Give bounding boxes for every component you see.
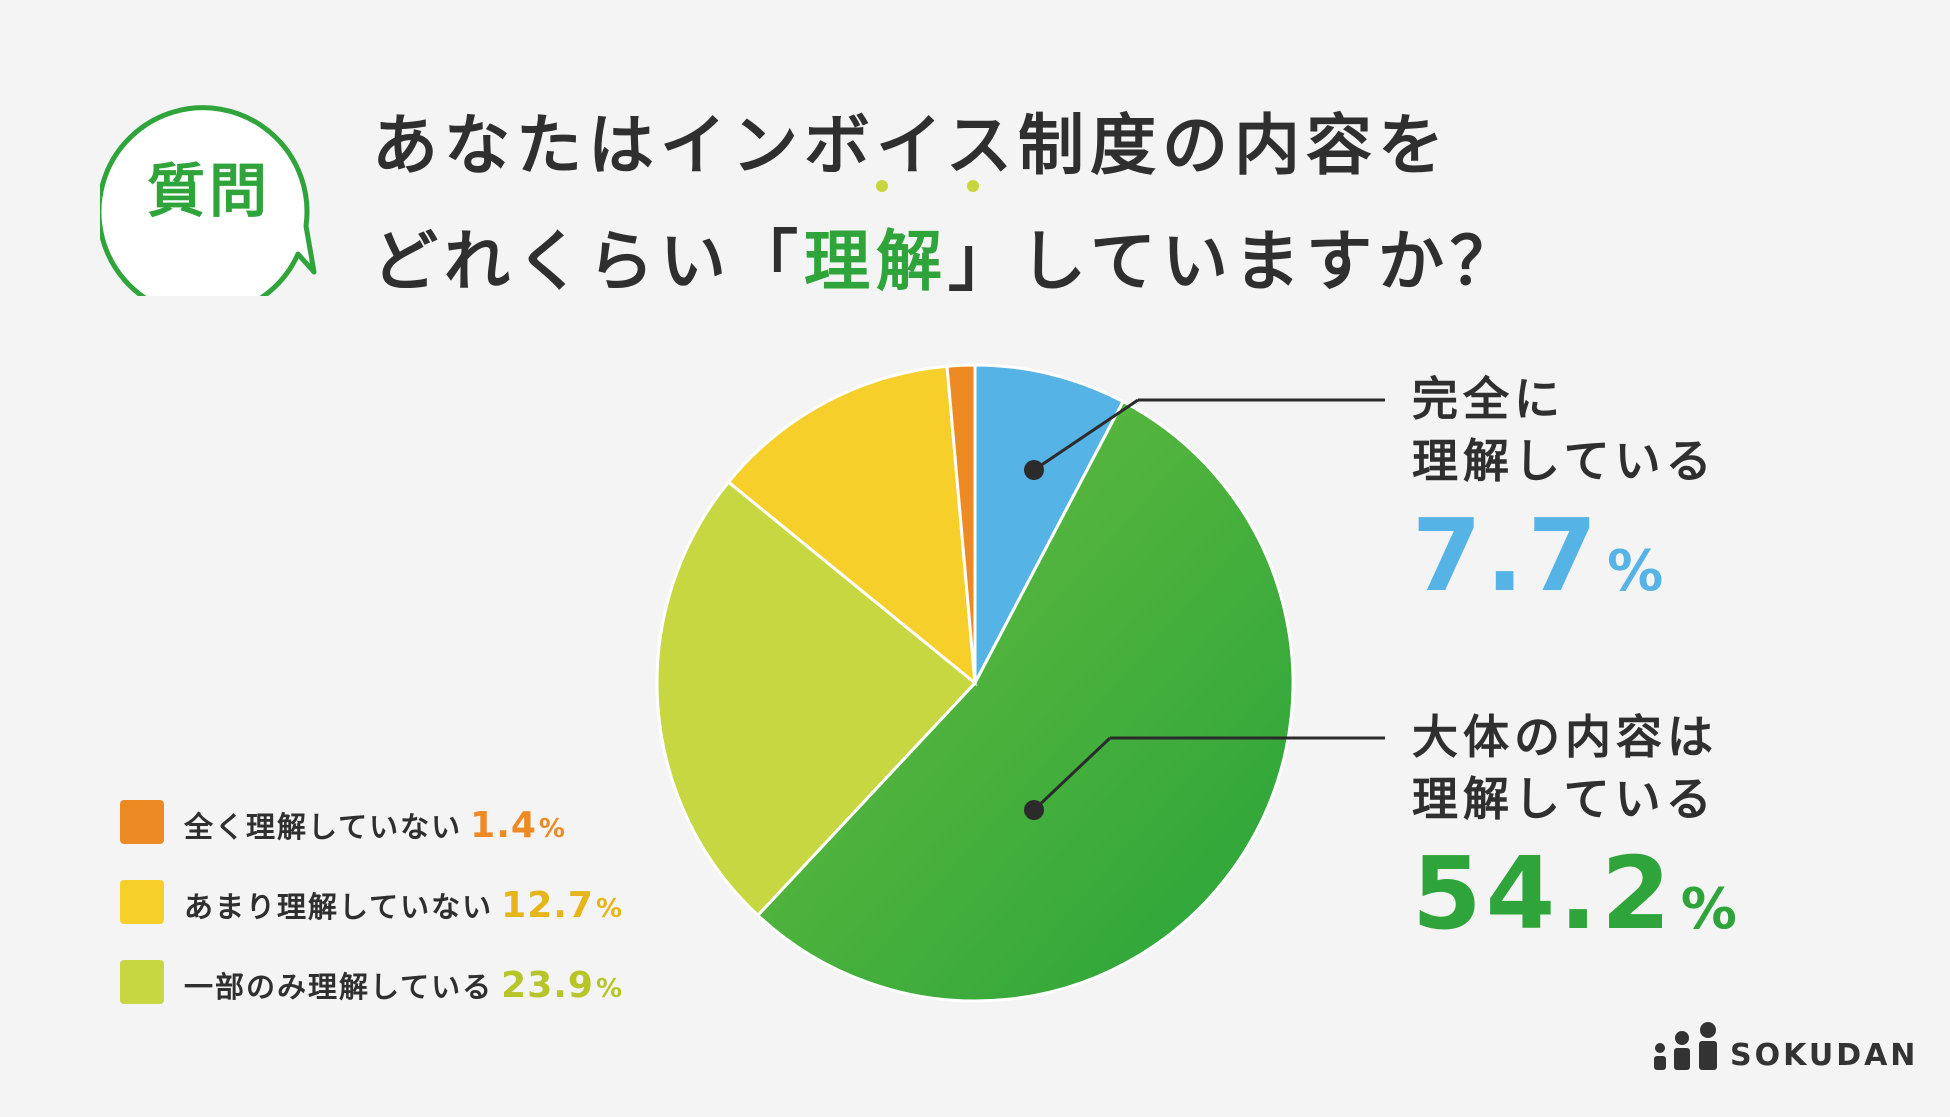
callout-full: 完全に 理解している 7.7%	[1412, 368, 1717, 606]
callout-full-line1: 完全に	[1412, 372, 1565, 426]
callout-mostly: 大体の内容は 理解している 54.2%	[1412, 706, 1737, 944]
pie-slice	[726, 364, 977, 687]
leader-dot-mostly	[1024, 800, 1044, 820]
chart-title-line-2: どれくらい「理解」していますか？	[372, 208, 1772, 304]
title-text-after: 」していますか？	[948, 223, 1523, 300]
callout-full-value: 7.7	[1412, 497, 1602, 614]
leader-line-mostly	[1032, 736, 1112, 812]
speech-bubble-icon	[100, 105, 317, 296]
leader-line-full	[1033, 398, 1139, 472]
legend-swatch	[120, 960, 164, 1004]
emphasis-dot	[876, 180, 888, 192]
logo-text: SOKUDAN	[1730, 1038, 1919, 1073]
legend-value-unit: %	[595, 974, 624, 1004]
pie-slice	[755, 399, 1295, 1003]
legend-value: 1.4%	[470, 805, 566, 846]
people-icon	[1654, 1022, 1717, 1070]
legend-label: 全く理解していない	[184, 810, 463, 844]
pie-slice	[655, 479, 978, 918]
legend-value-number: 1.4	[470, 805, 537, 846]
callout-full-percentage: 7.7%	[1412, 506, 1717, 606]
emphasis-dot	[967, 180, 979, 192]
legend-value-unit: %	[538, 814, 566, 844]
callout-mostly-percentage: 54.2%	[1412, 844, 1737, 944]
question-badge: 質問	[100, 68, 320, 296]
callout-mostly-line2: 理解している	[1412, 772, 1717, 826]
legend-label: 一部のみ理解している	[184, 970, 494, 1004]
chart-title-line-1: あなたはインボイス制度の内容を	[372, 107, 1451, 184]
callout-mostly-value: 54.2	[1412, 835, 1675, 952]
title-text-before: どれくらい「	[372, 223, 804, 300]
badge-label: 質問	[146, 157, 271, 225]
legend-swatch	[120, 800, 164, 844]
legend-value-number: 23.9	[501, 965, 594, 1006]
legend-value-number: 12.7	[501, 885, 594, 926]
legend-value: 23.9%	[501, 965, 623, 1006]
callout-mostly-unit: %	[1680, 877, 1737, 942]
pie-slice	[945, 363, 977, 684]
legend-label: あまり理解していない	[184, 890, 494, 924]
legend-swatch	[120, 880, 164, 924]
leader-dot-full	[1024, 460, 1044, 480]
title-highlight: 理解	[804, 223, 948, 300]
callout-mostly-line1: 大体の内容は	[1412, 710, 1718, 764]
callout-full-unit: %	[1607, 539, 1664, 604]
callout-full-line2: 理解している	[1412, 434, 1717, 488]
legend-value: 12.7%	[501, 885, 623, 926]
pie-slice	[973, 363, 1126, 684]
legend-value-unit: %	[595, 894, 624, 924]
